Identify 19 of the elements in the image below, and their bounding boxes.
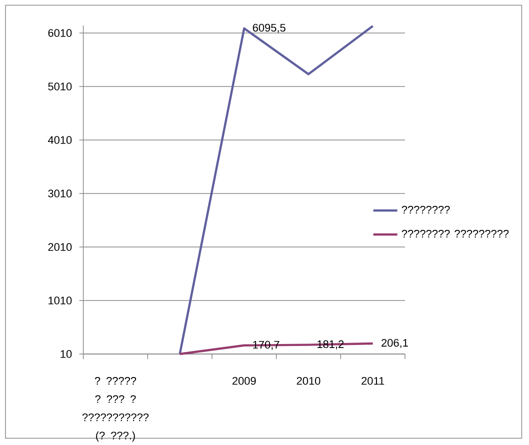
data-label: 6095,5 (252, 24, 286, 33)
data-label: 206,1 (382, 338, 408, 348)
legend-label: ???????? (402, 206, 450, 214)
y-tick-label: 10 (60, 350, 72, 358)
line-series (178, 24, 374, 356)
y-tick-label: 2010 (48, 243, 72, 251)
x-tick-label: 2011 (362, 376, 384, 385)
data-label: 170,7 (253, 340, 280, 350)
y-tick-label: 5010 (48, 82, 72, 90)
line-series (178, 342, 374, 356)
y-tick-label: 1010 (48, 296, 72, 304)
y-tick-label: 6010 (48, 29, 72, 37)
legend-label: ???????? ????????? (402, 230, 509, 238)
y-tick-label: 3010 (48, 190, 72, 198)
x-tick-label: ? ????? ? ??? ? ??????????? (? ???.) (82, 376, 149, 442)
x-tick-label: 2010 (296, 376, 320, 385)
y-tick-label: 4010 (48, 136, 72, 144)
x-tick-label: 2009 (232, 376, 256, 385)
data-label: 181,2 (318, 340, 344, 350)
